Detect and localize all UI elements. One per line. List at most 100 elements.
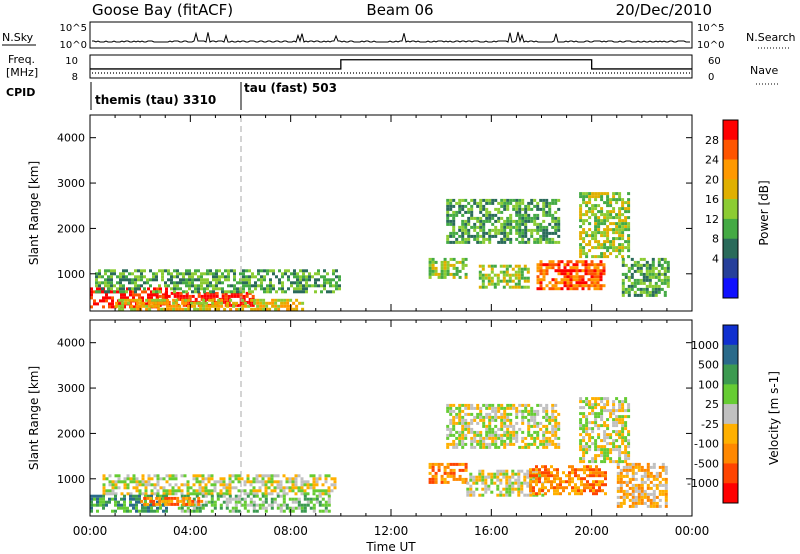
- echo-cell: [627, 234, 631, 238]
- echo-cell: [147, 474, 151, 478]
- echo-cell: [500, 424, 504, 428]
- echo-cell: [101, 281, 104, 285]
- echo-cell: [467, 403, 471, 407]
- echo-cell: [503, 198, 507, 202]
- echo-cell: [502, 487, 506, 491]
- echo-cell: [315, 483, 319, 487]
- echo-cell: [98, 272, 101, 276]
- echo-cell: [557, 240, 561, 244]
- echo-cell: [455, 210, 459, 214]
- echo-cell: [449, 433, 453, 437]
- echo-cell: [497, 210, 501, 214]
- echo-cell: [538, 492, 541, 496]
- echo-cell: [484, 276, 488, 280]
- colorbar-tick-label: 8: [712, 233, 719, 246]
- echo-cell: [482, 237, 486, 241]
- echo-cell: [548, 418, 552, 422]
- echo-cell: [545, 198, 549, 202]
- echo-cell: [431, 465, 435, 469]
- echo-cell: [461, 207, 465, 211]
- echo-cell: [207, 480, 211, 484]
- echo-cell: [118, 307, 122, 311]
- echo-cell: [536, 228, 540, 232]
- echo-cell: [553, 468, 556, 472]
- echo-cell: [261, 506, 265, 510]
- echo-cell: [594, 445, 598, 449]
- echo-cell: [114, 492, 118, 496]
- echo-cell: [594, 406, 598, 410]
- echo-cell: [578, 278, 582, 282]
- echo-cell: [333, 483, 337, 487]
- echo-cell: [643, 480, 647, 484]
- echo-cell: [551, 287, 555, 291]
- echo-cell: [634, 495, 638, 499]
- echo-cell: [482, 415, 486, 419]
- echo-cell: [137, 284, 140, 288]
- echo-cell: [586, 474, 589, 478]
- echo-cell: [503, 415, 507, 419]
- echo-cell: [455, 430, 459, 434]
- echo-cell: [455, 436, 459, 440]
- echo-cell: [303, 503, 307, 507]
- echo-cell: [90, 305, 93, 309]
- echo-cell: [538, 489, 541, 493]
- echo-cell: [207, 489, 211, 493]
- echo-cell: [248, 290, 251, 294]
- echo-cell: [255, 477, 259, 481]
- echo-cell: [271, 301, 275, 305]
- echo-cell: [545, 213, 549, 217]
- echo-cell: [288, 489, 292, 493]
- echo-cell: [490, 472, 494, 476]
- echo-cell: [523, 481, 527, 485]
- echo-cell: [449, 442, 453, 446]
- echo-cell: [467, 406, 471, 410]
- echo-cell: [283, 304, 287, 308]
- echo-cell: [539, 225, 543, 229]
- echo-cell: [146, 281, 149, 285]
- echo-cell: [663, 257, 667, 261]
- echo-cell: [600, 210, 604, 214]
- echo-cell: [482, 442, 486, 446]
- echo-cell: [135, 509, 138, 513]
- echo-cell: [143, 269, 146, 273]
- echo-cell: [526, 270, 530, 274]
- echo-cell: [472, 475, 476, 479]
- echo-cell: [327, 500, 331, 504]
- echo-cell: [488, 201, 492, 205]
- echo-cell: [583, 477, 586, 481]
- echo-cell: [475, 481, 479, 485]
- echo-cell: [137, 278, 140, 282]
- echo-cell: [479, 415, 483, 419]
- echo-cell: [138, 296, 141, 300]
- echo-cell: [231, 474, 235, 478]
- echo-cell: [541, 493, 545, 497]
- echo-cell: [506, 415, 510, 419]
- echo-cell: [631, 495, 635, 499]
- echo-cell: [134, 287, 137, 291]
- echo-cell: [220, 301, 224, 305]
- echo-cell: [533, 237, 537, 241]
- echo-cell: [497, 240, 501, 244]
- echo-cell: [172, 304, 176, 308]
- echo-cell: [618, 403, 622, 407]
- echo-cell: [130, 307, 134, 311]
- echo-cell: [627, 451, 631, 455]
- echo-cell: [606, 409, 610, 413]
- echo-cell: [212, 287, 215, 291]
- echo-cell: [481, 493, 485, 497]
- echo-cell: [123, 296, 126, 300]
- echo-cell: [152, 272, 155, 276]
- echo-cell: [308, 284, 311, 288]
- echo-cell: [475, 475, 479, 479]
- echo-cell: [107, 269, 110, 273]
- echo-cell: [431, 468, 435, 472]
- echo-cell: [511, 285, 515, 289]
- echo-cell: [126, 492, 130, 496]
- echo-cell: [455, 477, 459, 481]
- echo-cell: [197, 278, 200, 282]
- echo-cell: [494, 207, 498, 211]
- echo-cell: [461, 415, 465, 419]
- echo-cell: [539, 269, 543, 273]
- echo-cell: [279, 486, 283, 490]
- echo-cell: [559, 483, 562, 487]
